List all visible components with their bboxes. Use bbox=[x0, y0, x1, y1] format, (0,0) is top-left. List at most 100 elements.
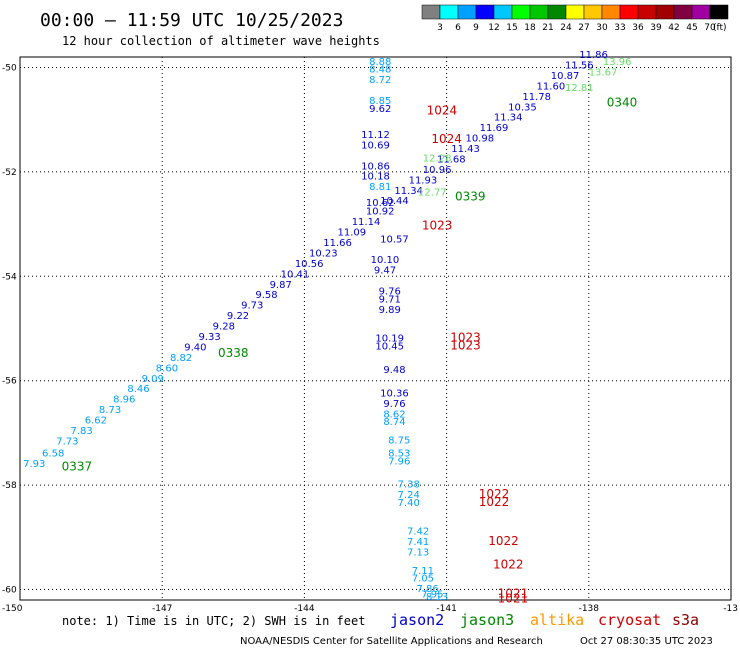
wave-height-point: 7.11 bbox=[412, 566, 434, 577]
colorbar-tick-label: 15 bbox=[506, 23, 517, 33]
wave-height-point: 8.46 bbox=[127, 384, 149, 395]
time-labels: 0337033803390340102410241023102310231022… bbox=[62, 96, 638, 606]
timestamp-text: Oct 27 08:30:35 UTC 2023 bbox=[580, 636, 713, 647]
wave-height-point: 13.96 bbox=[603, 57, 632, 68]
x-tick-label: -150 bbox=[2, 604, 23, 614]
wave-height-point: 7.38 bbox=[398, 480, 420, 491]
colorbar-swatch bbox=[637, 4, 657, 20]
wave-height-point: 8.85 bbox=[369, 96, 391, 107]
colorbar-unit: (ft) bbox=[713, 23, 727, 33]
colorbar-swatch bbox=[475, 4, 495, 20]
pass-time-label: 0339 bbox=[455, 190, 486, 204]
colorbar-tick-label: 39 bbox=[650, 23, 662, 33]
y-tick-label: -52 bbox=[2, 168, 17, 178]
wave-height-point: 7.05 bbox=[412, 574, 434, 585]
chart-subtitle: 12 hour collection of altimeter wave hei… bbox=[62, 34, 380, 48]
chart-title: 00:00 – 11:59 UTC 10/25/2023 bbox=[40, 10, 343, 31]
wave-height-point: 10.56 bbox=[295, 259, 324, 270]
pass-time-label: 0337 bbox=[62, 460, 93, 474]
wave-height-point: 10.35 bbox=[508, 102, 537, 113]
wave-height-point: 7.42 bbox=[407, 527, 429, 538]
note-text: note: 1) Time is in UTC; 2) SWH is in fe… bbox=[62, 614, 365, 628]
colorbar-tick-label: 3 bbox=[437, 23, 443, 33]
y-axis-ticks: -50 -52 -54 -56 -58 -60 bbox=[2, 63, 17, 595]
legend-entry-jason2: jason2 bbox=[390, 611, 444, 629]
wave-height-point: 10.41 bbox=[281, 269, 310, 280]
x-tick-label: -138 bbox=[579, 604, 600, 614]
wave-height-point: 10.23 bbox=[309, 248, 338, 259]
x-tick-label: -141 bbox=[436, 604, 456, 614]
wave-height-point: 7.96 bbox=[388, 456, 410, 467]
colorbar-swatch bbox=[421, 4, 441, 20]
wave-height-point: 9.40 bbox=[184, 342, 206, 353]
colorbar-swatch bbox=[601, 4, 621, 20]
x-tick-label: -144 bbox=[294, 604, 315, 614]
colorbar-tick-label: 42 bbox=[668, 23, 679, 33]
wave-height-point: 8.81 bbox=[369, 182, 391, 193]
colorbar-tick-label: 36 bbox=[632, 23, 644, 33]
pass-time-label: 1022 bbox=[488, 534, 519, 548]
wave-height-point: 11.66 bbox=[323, 238, 352, 249]
wave-height-point: 7.24 bbox=[398, 490, 420, 501]
wave-height-point: 7.83 bbox=[70, 426, 92, 437]
pass-time-label: 1021 bbox=[498, 586, 529, 600]
wave-height-point: 11.34 bbox=[494, 113, 523, 124]
pass-time-label: 1023 bbox=[450, 338, 481, 352]
colorbar-tick-label: 18 bbox=[524, 23, 536, 33]
wave-height-point: 9.87 bbox=[270, 280, 292, 291]
wave-height-point: 10.18 bbox=[361, 172, 390, 183]
colorbar-tick-label: 24 bbox=[560, 23, 572, 33]
wave-height-point: 10.96 bbox=[423, 165, 452, 176]
pass-time-label: 1023 bbox=[450, 331, 481, 345]
colorbar-swatch bbox=[673, 4, 693, 20]
wave-height-point: 12.81 bbox=[565, 83, 594, 94]
wave-height-point: 9.33 bbox=[198, 332, 220, 343]
colorbar-swatch bbox=[709, 4, 729, 20]
y-tick-label: -58 bbox=[2, 481, 17, 491]
x-tick-label: -13 bbox=[723, 604, 738, 614]
colorbar: 3 6 9 12 15 18 21 24 27 30 33 36 39 42 45 70 bbox=[421, 4, 729, 33]
legend-entry-cryosat: cryosat bbox=[598, 611, 661, 629]
wave-height-point: 9.22 bbox=[227, 311, 249, 322]
wave-height-point: 11.68 bbox=[437, 154, 466, 165]
wave-height-point: 10.87 bbox=[551, 71, 580, 82]
colorbar-tick-label: 70 bbox=[704, 23, 716, 33]
x-axis-ticks: -150 -147 -144 -141 -138 -13 bbox=[2, 604, 738, 614]
wave-height-point: 9.62 bbox=[369, 104, 391, 115]
y-tick-label: -50 bbox=[2, 63, 17, 73]
wave-height-point: 11.86 bbox=[579, 50, 608, 61]
colorbar-swatch bbox=[655, 4, 675, 20]
colorbar-tick-label: 27 bbox=[578, 23, 589, 33]
wave-height-point: 11.69 bbox=[480, 123, 509, 134]
wave-height-point: 6.58 bbox=[42, 448, 64, 459]
colorbar-swatch bbox=[457, 4, 477, 20]
wave-height-point: 9.76 bbox=[383, 399, 405, 410]
wave-height-point: 9.09 bbox=[142, 374, 164, 385]
colorbar-tick-label: 45 bbox=[686, 23, 697, 33]
wave-height-point: 7.95 bbox=[421, 589, 443, 600]
wave-height-point: 6.62 bbox=[85, 416, 107, 427]
pass-time-label: 0340 bbox=[607, 96, 638, 110]
wave-height-point: 13.67 bbox=[589, 67, 618, 78]
wave-height-point: 11.43 bbox=[451, 144, 480, 155]
legend: jason2 jason3 altika cryosat s3a bbox=[390, 611, 699, 629]
wave-height-point: 9.48 bbox=[383, 365, 405, 376]
legend-entry-jason3: jason3 bbox=[460, 611, 514, 629]
wave-height-point: 10.45 bbox=[375, 341, 404, 352]
wave-height-point: 11.60 bbox=[537, 81, 566, 92]
wave-height-point: 8.73 bbox=[99, 405, 121, 416]
colorbar-swatch bbox=[439, 4, 459, 20]
wave-height-point: 7.86 bbox=[417, 584, 439, 595]
colorbar-swatch bbox=[691, 4, 711, 20]
colorbar-swatch bbox=[493, 4, 513, 20]
wave-height-point: 8.75 bbox=[388, 435, 410, 446]
y-tick-label: -60 bbox=[2, 586, 17, 596]
wave-height-point: 11.93 bbox=[409, 175, 438, 186]
colorbar-swatch bbox=[547, 4, 567, 20]
colorbar-tick-label: 6 bbox=[455, 23, 461, 33]
wave-height-point: 8.53 bbox=[388, 448, 410, 459]
wave-height-point: 7.73 bbox=[56, 436, 78, 447]
wave-height-point: 11.09 bbox=[337, 228, 366, 239]
colorbar-swatch bbox=[583, 4, 603, 20]
wave-height-point: 10.10 bbox=[371, 255, 400, 266]
